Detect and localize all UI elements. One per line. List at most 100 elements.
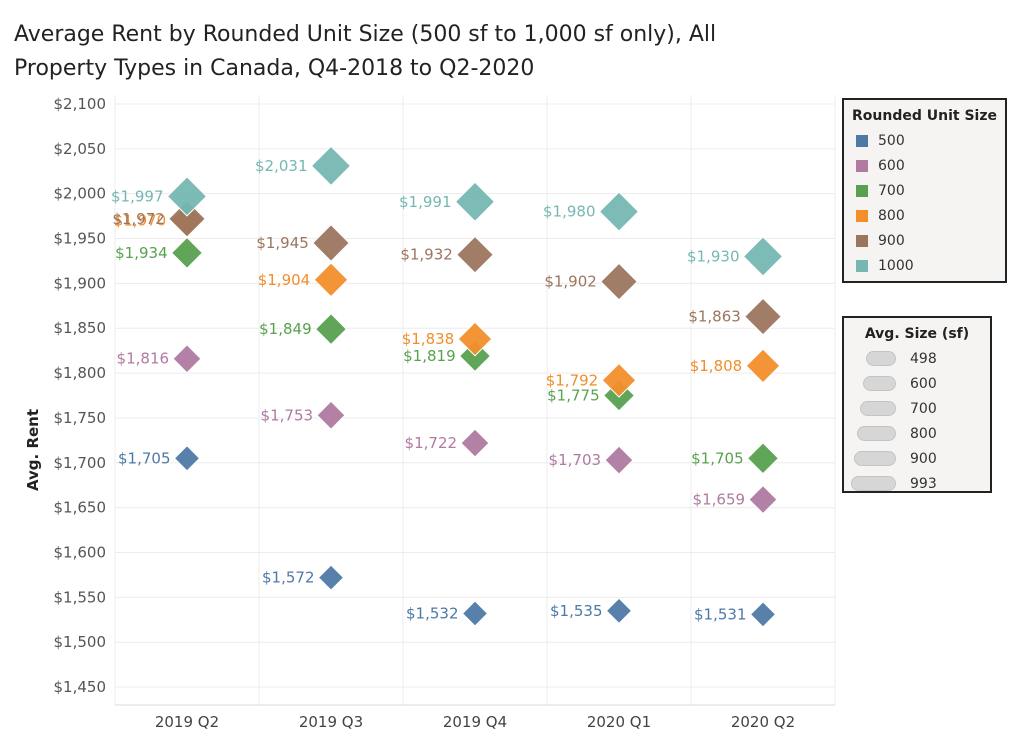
size-legend-label: 993 bbox=[910, 475, 937, 492]
data-point-700-1 bbox=[314, 313, 348, 346]
data-label-900-0: $1,972 bbox=[112, 210, 165, 228]
data-label-700-1: $1,849 bbox=[259, 320, 312, 338]
color-legend-item: 600 bbox=[844, 153, 1005, 178]
color-legend-label: 800 bbox=[878, 207, 905, 224]
size-legend-label: 600 bbox=[910, 375, 937, 392]
color-legend-title: Rounded Unit Size bbox=[852, 108, 997, 124]
size-legend-item: 900 bbox=[844, 446, 990, 471]
color-legend: Rounded Unit Size 500 600 700 800 900 1000 bbox=[842, 98, 1007, 283]
data-point-900-0 bbox=[168, 199, 206, 238]
data-label-800-1: $1,904 bbox=[258, 271, 311, 289]
color-legend-swatch bbox=[856, 134, 868, 147]
size-legend-items: 498 600 700 800 900 993 bbox=[844, 346, 990, 496]
size-legend-swatch bbox=[866, 351, 896, 366]
data-point-500-3 bbox=[605, 597, 633, 625]
data-label-900-2: $1,932 bbox=[400, 246, 453, 264]
y-tick-label: $1,950 bbox=[54, 230, 107, 248]
data-point-900-1 bbox=[312, 224, 350, 262]
y-tick-label: $1,900 bbox=[54, 274, 107, 292]
data-point-600-2 bbox=[460, 428, 490, 458]
color-legend-swatch bbox=[856, 159, 868, 172]
data-point-600-1 bbox=[316, 400, 346, 430]
size-legend-label: 800 bbox=[910, 425, 937, 442]
data-point-700-4 bbox=[746, 442, 780, 475]
y-tick-label: $1,700 bbox=[54, 454, 107, 472]
data-point-800-4 bbox=[745, 348, 781, 384]
data-point-900-2 bbox=[456, 235, 494, 274]
data-label-900-3: $1,902 bbox=[544, 273, 597, 291]
color-legend-item: 800 bbox=[844, 203, 1005, 228]
size-legend-title: Avg. Size (sf) bbox=[864, 326, 970, 342]
data-label-600-4: $1,659 bbox=[693, 491, 746, 509]
data-point-1000-0 bbox=[166, 176, 208, 217]
data-label-1000-2: $1,991 bbox=[399, 193, 452, 211]
y-tick-label: $2,000 bbox=[54, 185, 107, 203]
x-tick-label: 2019 Q3 bbox=[299, 713, 363, 731]
data-point-800-1 bbox=[313, 262, 349, 298]
chart-title: Average Rent by Rounded Unit Size (500 s… bbox=[14, 22, 717, 81]
y-tick-label: $1,650 bbox=[54, 499, 107, 517]
y-axis-label: Avg. Rent bbox=[24, 409, 42, 491]
data-label-900-4: $1,863 bbox=[688, 308, 741, 326]
data-label-800-4: $1,808 bbox=[690, 357, 743, 375]
y-tick-label: $1,600 bbox=[54, 544, 107, 562]
size-legend-item: 600 bbox=[844, 371, 990, 396]
data-label-1000-4: $1,930 bbox=[687, 247, 740, 265]
color-legend-label: 500 bbox=[878, 132, 905, 149]
data-label-500-4: $1,531 bbox=[694, 605, 747, 623]
data-label-800-0: $1,970 bbox=[114, 212, 167, 230]
data-label-700-2: $1,819 bbox=[403, 347, 456, 365]
data-label-500-1: $1,572 bbox=[262, 569, 315, 587]
data-point-1000-4 bbox=[742, 236, 784, 277]
data-point-600-3 bbox=[604, 445, 634, 475]
axes: $1,450$1,500$1,550$1,600$1,650$1,700$1,7… bbox=[24, 95, 835, 731]
data-label-1000-0: $1,997 bbox=[111, 187, 164, 205]
color-legend-label: 600 bbox=[878, 157, 905, 174]
y-tick-label: $1,500 bbox=[54, 633, 107, 651]
size-legend-label: 498 bbox=[910, 350, 937, 367]
data-label-500-0: $1,705 bbox=[118, 449, 171, 467]
data-label-800-3: $1,792 bbox=[546, 371, 599, 389]
data-point-600-4 bbox=[748, 484, 778, 515]
x-tick-label: 2019 Q2 bbox=[155, 713, 219, 731]
color-legend-item: 1000 bbox=[844, 253, 1005, 278]
color-legend-items: 500 600 700 800 900 1000 bbox=[844, 128, 1005, 278]
color-legend-label: 700 bbox=[878, 182, 905, 199]
color-legend-swatch bbox=[856, 184, 868, 197]
data-label-500-2: $1,532 bbox=[406, 605, 459, 623]
color-legend-item: 500 bbox=[844, 128, 1005, 153]
data-point-1000-2 bbox=[454, 181, 496, 222]
color-legend-label: 900 bbox=[878, 232, 905, 249]
data-label-1000-3: $1,980 bbox=[543, 203, 596, 221]
data-point-500-1 bbox=[317, 564, 345, 591]
data-point-1000-3 bbox=[598, 191, 640, 232]
size-legend-swatch bbox=[863, 376, 896, 391]
data-labels: $1,705 $1,572 $1,532 $1,535 $1,531 $1,816 $1,7… bbox=[111, 157, 747, 624]
y-tick-label: $2,100 bbox=[54, 95, 107, 113]
data-point-1000-1 bbox=[310, 145, 352, 187]
y-tick-label: $1,750 bbox=[54, 409, 107, 427]
data-point-500-0 bbox=[173, 445, 201, 472]
data-label-600-1: $1,753 bbox=[261, 406, 314, 424]
data-point-700-0 bbox=[170, 236, 204, 269]
data-label-600-2: $1,722 bbox=[405, 434, 458, 452]
size-legend-label: 900 bbox=[910, 450, 937, 467]
color-legend-swatch bbox=[856, 259, 868, 272]
data-label-600-0: $1,816 bbox=[117, 350, 170, 368]
size-legend-label: 700 bbox=[910, 400, 937, 417]
data-label-600-3: $1,703 bbox=[549, 451, 602, 469]
y-tick-label: $1,850 bbox=[54, 319, 107, 337]
data-label-800-2: $1,838 bbox=[402, 330, 455, 348]
data-point-600-0 bbox=[172, 344, 202, 374]
data-point-800-2 bbox=[457, 321, 493, 357]
data-point-500-2 bbox=[461, 600, 489, 627]
size-legend-item: 498 bbox=[844, 346, 990, 371]
data-marks bbox=[166, 145, 784, 628]
data-label-1000-1: $2,031 bbox=[255, 157, 308, 175]
y-tick-label: $1,800 bbox=[54, 364, 107, 382]
y-tick-label: $2,050 bbox=[54, 140, 107, 158]
data-label-700-0: $1,934 bbox=[115, 244, 168, 262]
size-legend-item: 800 bbox=[844, 421, 990, 446]
x-tick-label: 2020 Q2 bbox=[731, 713, 795, 731]
